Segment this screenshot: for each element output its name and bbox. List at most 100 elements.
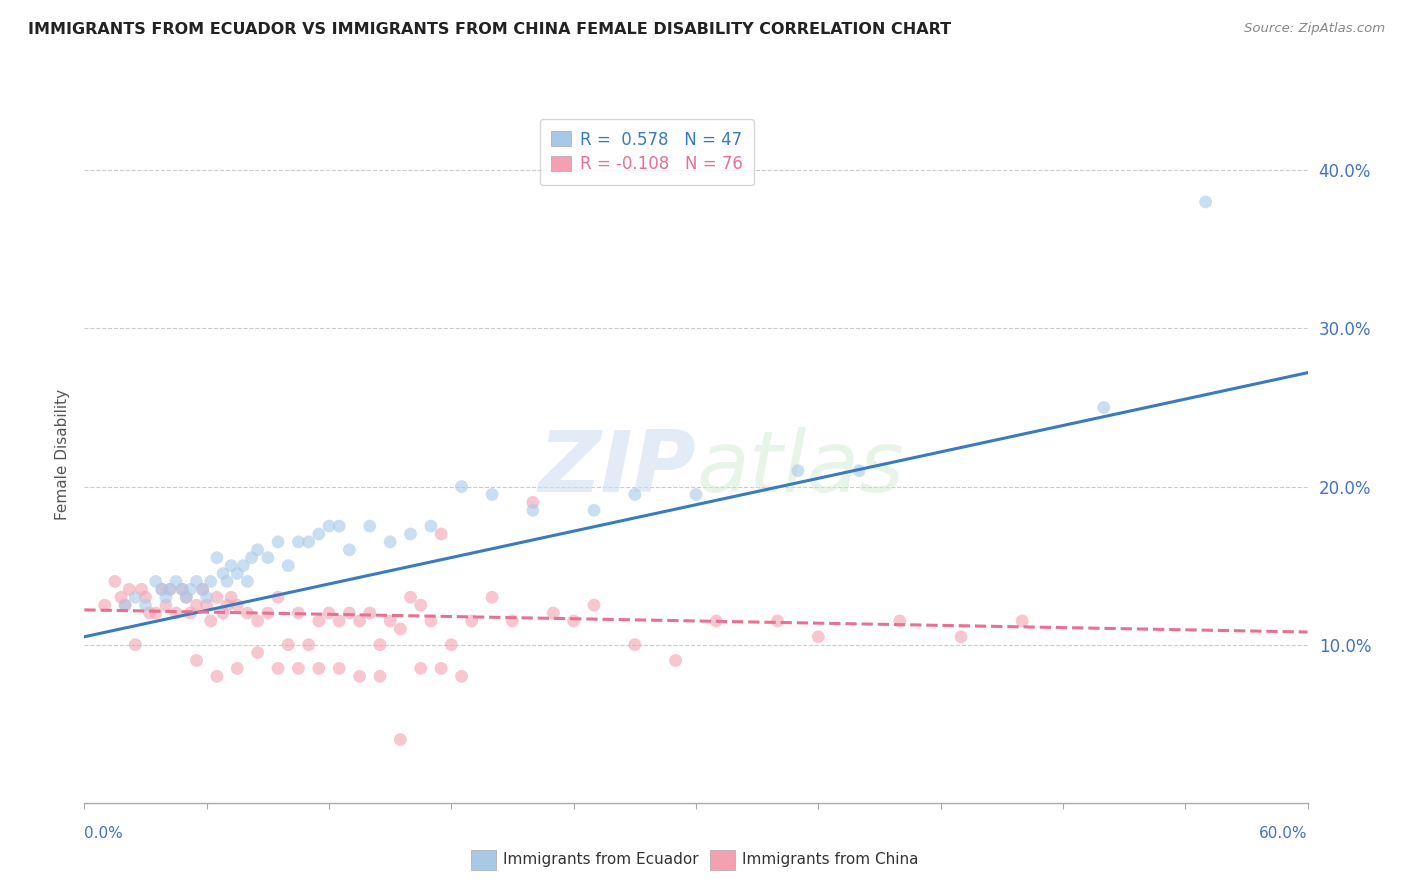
Text: 60.0%: 60.0% bbox=[1260, 827, 1308, 841]
Point bbox=[165, 574, 187, 589]
Point bbox=[172, 582, 194, 597]
Point bbox=[205, 550, 228, 565]
Point bbox=[380, 614, 402, 628]
Point bbox=[131, 582, 153, 597]
Point bbox=[522, 503, 544, 517]
Point bbox=[562, 614, 585, 628]
Point bbox=[186, 653, 208, 667]
Point bbox=[172, 582, 194, 597]
Point bbox=[440, 638, 463, 652]
Point bbox=[368, 638, 391, 652]
Point bbox=[226, 661, 249, 675]
Point bbox=[420, 519, 443, 533]
Point bbox=[174, 591, 197, 605]
Point bbox=[298, 534, 321, 549]
Point bbox=[205, 591, 228, 605]
Point bbox=[191, 582, 214, 597]
Point bbox=[226, 566, 249, 581]
Point bbox=[236, 574, 259, 589]
Point bbox=[155, 591, 177, 605]
Point bbox=[135, 598, 157, 612]
Point bbox=[200, 614, 222, 628]
Point bbox=[287, 661, 309, 675]
Point bbox=[1011, 614, 1033, 628]
Point bbox=[150, 582, 173, 597]
Point bbox=[389, 732, 412, 747]
Point bbox=[179, 606, 201, 620]
Point bbox=[186, 574, 208, 589]
Point bbox=[481, 487, 503, 501]
Point bbox=[212, 566, 235, 581]
Text: 0.0%: 0.0% bbox=[84, 827, 124, 841]
Point bbox=[889, 614, 911, 628]
Point bbox=[118, 582, 141, 597]
Point bbox=[328, 661, 350, 675]
Point bbox=[1195, 194, 1218, 209]
Point bbox=[179, 582, 201, 597]
Point bbox=[159, 582, 181, 597]
Point bbox=[450, 669, 472, 683]
Point bbox=[582, 598, 605, 612]
Text: Immigrants from China: Immigrants from China bbox=[742, 853, 920, 867]
Point bbox=[848, 464, 870, 478]
Point bbox=[298, 638, 321, 652]
Point bbox=[150, 582, 173, 597]
Point bbox=[124, 591, 146, 605]
Point bbox=[267, 661, 290, 675]
Point bbox=[380, 534, 402, 549]
Point bbox=[246, 542, 269, 557]
Point bbox=[318, 606, 340, 620]
Point bbox=[135, 591, 157, 605]
Point bbox=[138, 606, 160, 620]
Point bbox=[236, 606, 259, 620]
Point bbox=[124, 638, 146, 652]
Point bbox=[165, 606, 187, 620]
Point bbox=[339, 542, 360, 557]
Point bbox=[430, 527, 453, 541]
Point bbox=[430, 661, 453, 675]
Point bbox=[318, 519, 340, 533]
Point bbox=[217, 574, 239, 589]
Point bbox=[481, 591, 503, 605]
Point bbox=[267, 591, 290, 605]
Point bbox=[624, 487, 647, 501]
Text: Source: ZipAtlas.com: Source: ZipAtlas.com bbox=[1244, 22, 1385, 36]
Point bbox=[219, 591, 242, 605]
Point bbox=[159, 582, 181, 597]
Point bbox=[522, 495, 544, 509]
Legend: R =  0.578   N = 47, R = -0.108   N = 76: R = 0.578 N = 47, R = -0.108 N = 76 bbox=[540, 119, 754, 185]
Point bbox=[226, 598, 249, 612]
Point bbox=[328, 614, 350, 628]
Point bbox=[308, 527, 330, 541]
Point bbox=[110, 591, 132, 605]
Point bbox=[104, 574, 127, 589]
Point bbox=[420, 614, 443, 628]
Point bbox=[349, 669, 371, 683]
Point bbox=[359, 519, 381, 533]
Point bbox=[766, 614, 789, 628]
Point bbox=[93, 598, 115, 612]
Text: IMMIGRANTS FROM ECUADOR VS IMMIGRANTS FROM CHINA FEMALE DISABILITY CORRELATION C: IMMIGRANTS FROM ECUADOR VS IMMIGRANTS FR… bbox=[28, 22, 952, 37]
Point bbox=[308, 661, 330, 675]
Point bbox=[114, 598, 136, 612]
Point bbox=[287, 606, 309, 620]
Point bbox=[246, 614, 269, 628]
Point bbox=[195, 598, 218, 612]
Point bbox=[543, 606, 565, 620]
Point bbox=[200, 574, 222, 589]
Y-axis label: Female Disability: Female Disability bbox=[55, 389, 70, 521]
Point bbox=[328, 519, 350, 533]
Point bbox=[277, 638, 299, 652]
Point bbox=[950, 630, 973, 644]
Text: Immigrants from Ecuador: Immigrants from Ecuador bbox=[503, 853, 699, 867]
Point bbox=[399, 591, 422, 605]
Point bbox=[450, 479, 472, 493]
Point bbox=[807, 630, 830, 644]
Point bbox=[685, 487, 707, 501]
Point bbox=[114, 598, 136, 612]
Point bbox=[787, 464, 810, 478]
Point bbox=[409, 598, 432, 612]
Point bbox=[461, 614, 484, 628]
Point bbox=[704, 614, 728, 628]
Point bbox=[257, 606, 280, 620]
